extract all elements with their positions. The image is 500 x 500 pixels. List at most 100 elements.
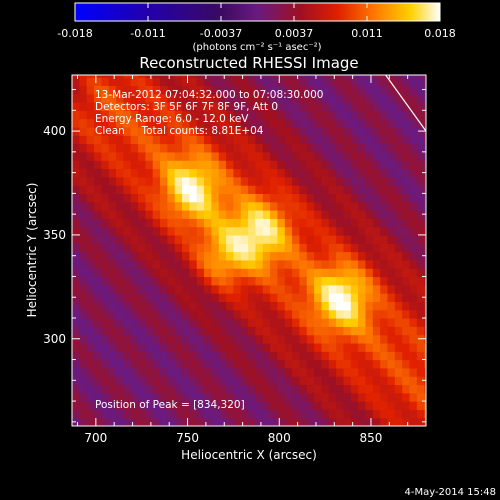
heatmap-cell xyxy=(350,135,359,145)
heatmap-cell xyxy=(116,193,124,203)
heatmap-cell xyxy=(255,185,264,194)
heatmap-cell xyxy=(240,359,249,369)
heatmap-cell xyxy=(299,201,308,211)
heatmap-cell xyxy=(321,135,330,145)
heatmap-cell xyxy=(72,351,80,361)
heatmap-cell xyxy=(380,151,389,161)
heatmap-cell xyxy=(299,102,308,111)
heatmap-cell xyxy=(138,342,146,352)
heatmap-cell xyxy=(365,185,374,194)
heatmap-cell xyxy=(380,168,389,178)
heatmap-cell xyxy=(218,193,227,203)
heatmap-cell xyxy=(218,342,227,352)
heatmap-cell xyxy=(416,376,425,386)
heatmap-cell xyxy=(240,77,249,86)
heatmap-cell xyxy=(108,210,117,219)
heatmap-cell xyxy=(380,417,389,426)
heatmap-cell xyxy=(94,293,102,302)
heatmap-cell xyxy=(321,93,330,103)
heatmap-cell xyxy=(387,251,396,261)
axis-ticks xyxy=(72,75,427,426)
heatmap-cell xyxy=(182,151,190,161)
heatmap-cell xyxy=(328,135,337,145)
heatmap-cell xyxy=(284,102,293,111)
heatmap-cell xyxy=(336,301,345,311)
heatmap-cell xyxy=(204,251,212,261)
heatmap-cell xyxy=(321,118,330,128)
heatmap-cell xyxy=(284,77,293,86)
heatmap-cell xyxy=(306,193,315,203)
heatmap-cell xyxy=(402,334,411,344)
heatmap-cell xyxy=(314,102,323,111)
heatmap-cell xyxy=(233,359,242,369)
heatmap-cell xyxy=(292,342,301,352)
heatmap-cell xyxy=(284,293,293,302)
heatmap-cell xyxy=(409,110,418,120)
heatmap-cell xyxy=(204,151,212,161)
heatmap-cell xyxy=(108,251,117,261)
heatmap-cell xyxy=(167,276,176,286)
heatmap-cell xyxy=(167,243,176,253)
heatmap-cell xyxy=(226,351,235,361)
heatmap-cell xyxy=(277,210,286,219)
heatmap-cell xyxy=(79,284,88,294)
heatmap-cell xyxy=(394,251,403,261)
heatmap-cell xyxy=(350,392,359,402)
heatmap-cell xyxy=(402,226,411,236)
heatmap-cell xyxy=(123,384,132,394)
colorbar-label: (photons cm⁻² s⁻¹ asec⁻²) xyxy=(192,42,321,53)
heatmap-cell xyxy=(336,85,345,95)
heatmap-cell xyxy=(204,401,212,410)
heatmap-cell xyxy=(86,85,95,95)
heatmap-cell xyxy=(226,342,235,352)
heatmap-cell xyxy=(336,193,345,203)
heatmap-cell xyxy=(365,234,374,244)
heatmap-cell xyxy=(402,293,411,302)
heatmap-cell xyxy=(174,342,183,352)
heatmap-cell xyxy=(130,251,139,261)
heatmap-cell xyxy=(233,334,242,344)
heatmap-cell xyxy=(101,243,110,253)
heatmap-cell xyxy=(116,210,124,219)
heatmap-cell xyxy=(152,384,161,394)
heatmap-cell xyxy=(409,359,418,369)
heatmap-cell xyxy=(240,118,249,128)
heatmap-cell xyxy=(174,126,183,136)
heatmap-cell xyxy=(167,293,176,302)
heatmap-cell xyxy=(270,210,279,219)
heatmap-cell xyxy=(306,135,315,145)
heatmap-cell xyxy=(130,342,139,352)
heatmap-cell xyxy=(152,243,161,253)
heatmap-cell xyxy=(152,85,161,95)
heatmap-cell xyxy=(79,384,88,394)
heatmap-cell xyxy=(218,110,227,120)
heatmap-cell xyxy=(240,210,249,219)
heatmap-cell xyxy=(152,185,161,194)
heatmap-cell xyxy=(145,143,154,153)
heatmap-cell xyxy=(152,77,161,86)
heatmap-cell xyxy=(394,93,403,103)
heatmap-cell xyxy=(416,176,425,186)
heatmap-cell xyxy=(211,409,220,419)
heatmap-cell xyxy=(123,243,132,253)
heatmap-cell xyxy=(255,309,264,319)
heatmap-cell xyxy=(380,118,389,128)
heatmap-cell xyxy=(204,392,212,402)
heatmap-cell xyxy=(380,210,389,219)
heatmap-cell xyxy=(79,309,88,319)
heatmap-cell xyxy=(336,110,345,120)
heatmap-cell xyxy=(86,268,95,278)
heatmap-cell xyxy=(160,268,168,278)
heatmap-cell xyxy=(416,210,425,219)
heatmap-cell xyxy=(409,201,418,211)
heatmap-cell xyxy=(387,85,396,95)
heatmap-cell xyxy=(306,75,315,78)
heatmap-cell xyxy=(284,342,293,352)
heatmap-cell xyxy=(248,309,257,319)
heatmap-cell xyxy=(343,126,352,136)
heatmap-cell xyxy=(218,210,227,219)
heatmap-cell xyxy=(350,226,359,236)
heatmap-cell xyxy=(394,284,403,294)
heatmap-cell xyxy=(240,135,249,145)
